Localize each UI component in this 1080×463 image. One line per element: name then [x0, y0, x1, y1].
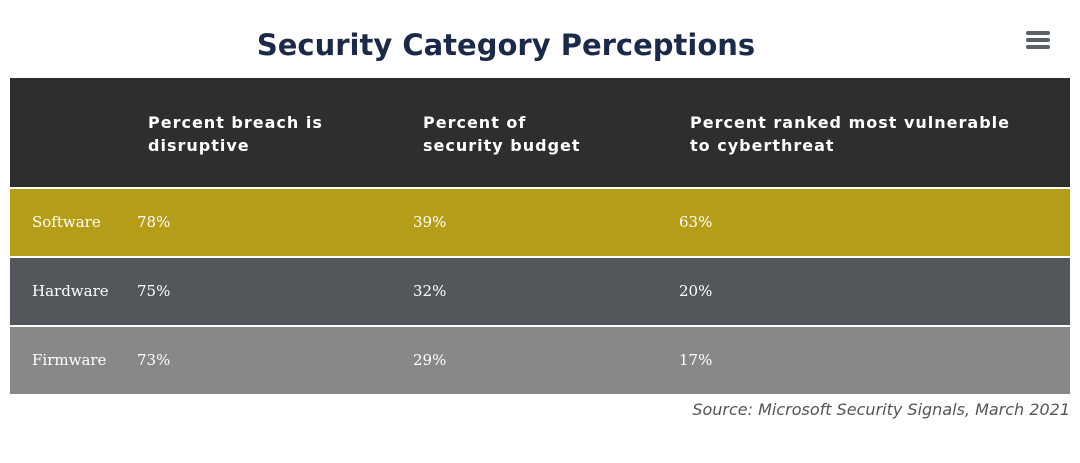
menu-bar	[1026, 45, 1050, 49]
cell-security-budget: 39%	[413, 213, 447, 231]
cell-security-budget: 32%	[413, 282, 447, 300]
table-row-software: Software 78% 39% 63%	[10, 189, 1070, 256]
cell-most-vulnerable: 63%	[679, 213, 713, 231]
cell-most-vulnerable: 17%	[679, 351, 713, 369]
menu-bar	[1026, 38, 1050, 42]
cell-breach-disruptive: 78%	[137, 213, 171, 231]
cell-breach-disruptive: 73%	[137, 351, 171, 369]
row-label: Hardware	[32, 282, 109, 300]
column-header-line: security budget	[423, 136, 581, 155]
data-table: Percent breach is disruptive Percent of …	[10, 78, 1070, 394]
source-note: Source: Microsoft Security Signals, Marc…	[692, 400, 1070, 419]
column-header-breach-disruptive: Percent breach is disruptive	[148, 111, 378, 157]
table-row-firmware: Firmware 73% 29% 17%	[10, 327, 1070, 394]
column-header-security-budget: Percent of security budget	[423, 111, 643, 157]
table-row-hardware: Hardware 75% 32% 20%	[10, 258, 1070, 325]
cell-breach-disruptive: 75%	[137, 282, 171, 300]
row-label: Software	[32, 213, 101, 231]
chart-title: Security Category Perceptions	[256, 28, 756, 62]
menu-bar	[1026, 31, 1050, 35]
column-header-line: disruptive	[148, 136, 250, 155]
table-header-row: Percent breach is disruptive Percent of …	[10, 78, 1070, 187]
cell-most-vulnerable: 20%	[679, 282, 713, 300]
row-label: Firmware	[32, 351, 107, 369]
column-header-line: Percent ranked most vulnerable	[690, 113, 1011, 132]
column-header-line: Percent breach is	[148, 113, 323, 132]
column-header-line: Percent of	[423, 113, 527, 132]
column-header-line: to cyberthreat	[690, 136, 835, 155]
cell-security-budget: 29%	[413, 351, 447, 369]
column-header-most-vulnerable: Percent ranked most vulnerable to cybert…	[690, 111, 1020, 157]
hamburger-menu-icon[interactable]	[1026, 30, 1052, 50]
